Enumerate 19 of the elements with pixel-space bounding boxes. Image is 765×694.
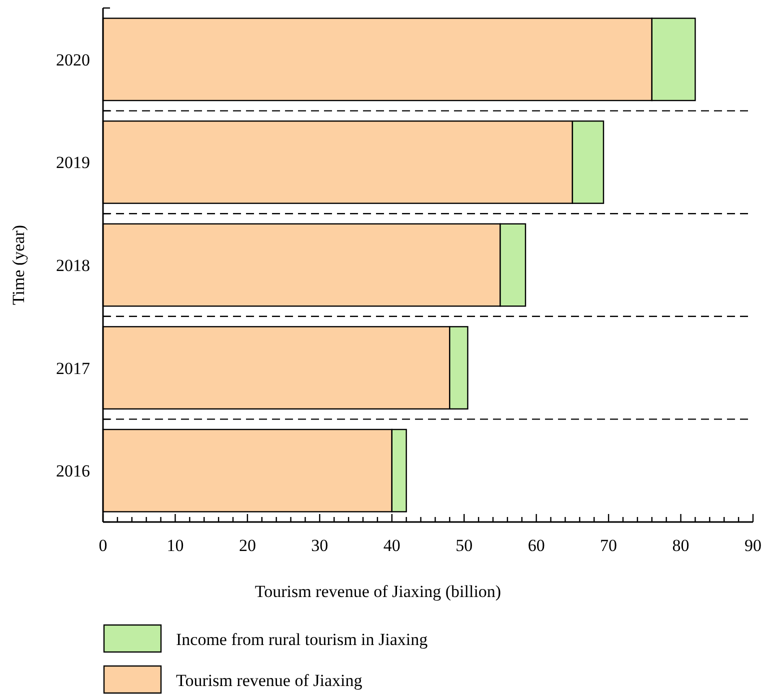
x-tick-label: 10 xyxy=(166,536,184,555)
y-tick-label: 2020 xyxy=(56,50,90,70)
x-tick-label: 70 xyxy=(600,536,618,555)
x-tick-label: 60 xyxy=(528,536,545,555)
legend-label: Tourism revenue of Jiaxing xyxy=(176,671,363,690)
y-tick-label: 2016 xyxy=(56,462,90,481)
x-axis-title: Tourism revenue of Jiaxing (billion) xyxy=(254,582,502,601)
legend-label: Income from rural tourism in Jiaxing xyxy=(176,630,428,649)
x-tick-label: 80 xyxy=(672,536,690,555)
y-tick-label: 2017 xyxy=(56,358,90,378)
x-tick-label: 40 xyxy=(383,536,400,555)
y-tick-label: 2018 xyxy=(56,256,90,275)
y-axis-title: Time (year) xyxy=(9,224,28,306)
x-tick-label: 90 xyxy=(744,536,762,555)
x-tick-label: 0 xyxy=(98,536,108,555)
x-tick-label: 50 xyxy=(456,536,473,555)
x-tick-label: 30 xyxy=(311,536,328,555)
y-tick-label: 2019 xyxy=(56,153,90,172)
x-tick-label: 20 xyxy=(238,536,256,555)
